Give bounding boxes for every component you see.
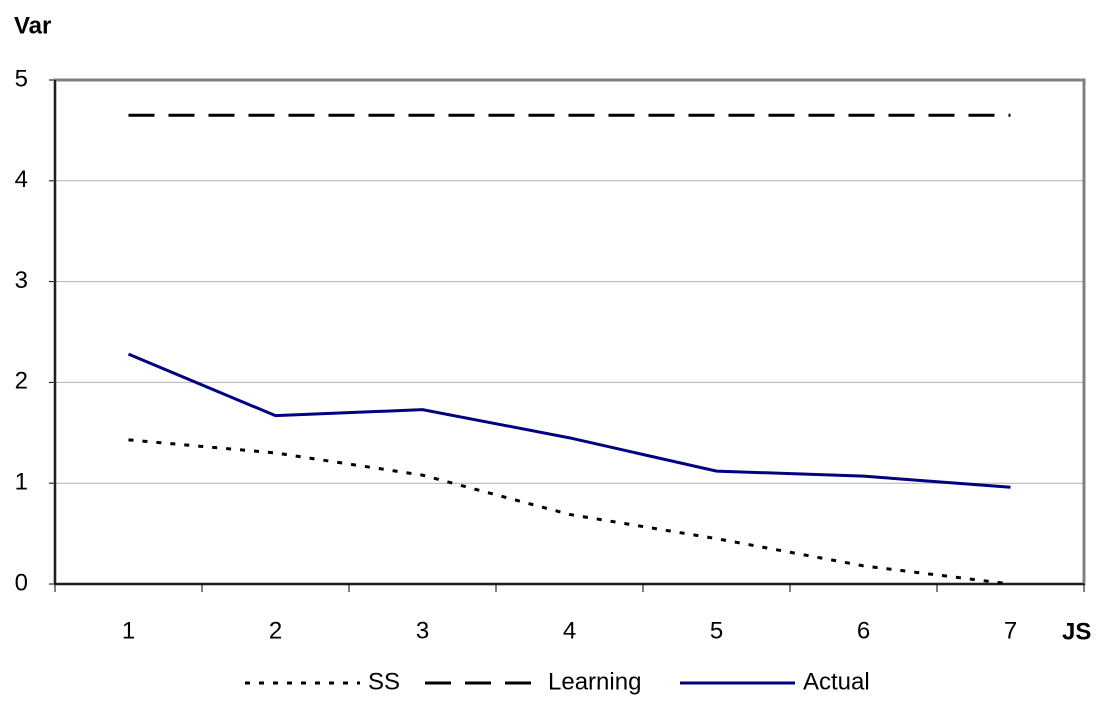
y-axis-label: Var [14, 12, 51, 39]
y-tick-label: 5 [15, 65, 28, 92]
x-tick-label: 7 [1004, 617, 1017, 644]
x-tick-label: 2 [269, 617, 282, 644]
y-tick-label: 0 [15, 569, 28, 596]
x-tick-label: 4 [563, 617, 576, 644]
y-tick-label: 1 [15, 469, 28, 496]
y-tick-label: 2 [15, 368, 28, 395]
y-tick-label: 3 [15, 267, 28, 294]
legend-label: Actual [803, 668, 870, 695]
series-line [128, 438, 1011, 586]
series-line [127, 352, 1011, 489]
x-tick-label: 1 [122, 617, 135, 644]
legend-label: SS [368, 668, 400, 695]
x-tick-label: 6 [857, 617, 870, 644]
x-axis-label: JS [1062, 618, 1091, 645]
x-tick-label: 5 [710, 617, 723, 644]
x-tick-label: 3 [416, 617, 429, 644]
plot-border [53, 78, 1086, 586]
legend-label: Learning [548, 668, 641, 695]
y-tick-label: 4 [15, 166, 28, 193]
